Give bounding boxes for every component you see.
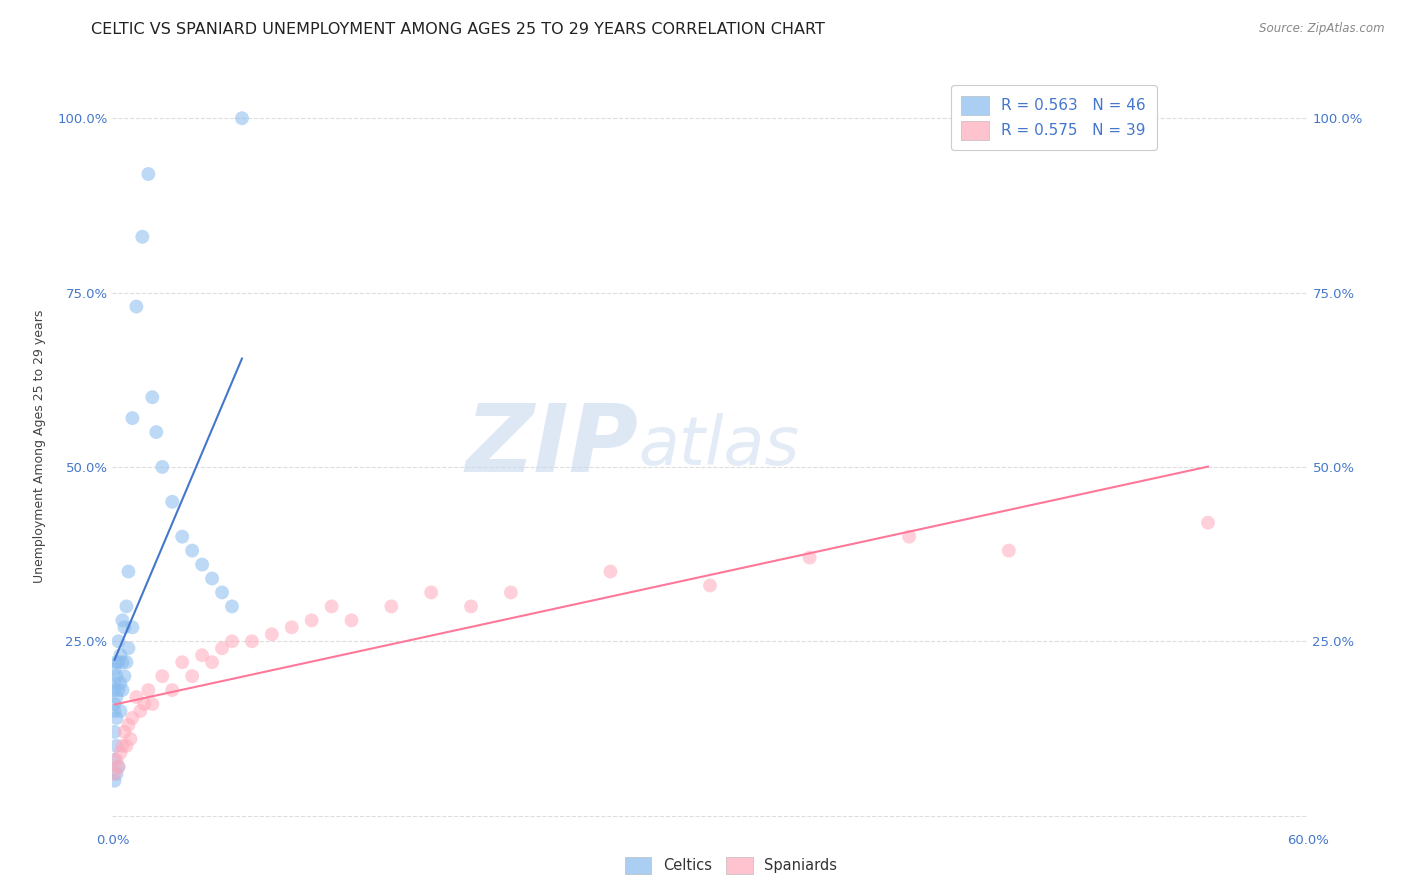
Point	[110, 648, 132, 663]
Point	[125, 300, 148, 314]
Point	[231, 112, 253, 126]
Point	[111, 683, 134, 698]
Legend: Celtics, Spaniards: Celtics, Spaniards	[619, 851, 844, 880]
Text: atlas: atlas	[638, 413, 800, 479]
Point	[898, 530, 921, 544]
Point	[301, 613, 323, 627]
Point	[138, 167, 160, 181]
Point	[998, 543, 1021, 558]
Point	[260, 627, 283, 641]
Point	[105, 669, 128, 683]
Point	[107, 683, 129, 698]
Point	[110, 676, 132, 690]
Point	[107, 655, 129, 669]
Point	[181, 543, 204, 558]
Point	[599, 565, 621, 579]
Point	[138, 683, 160, 698]
Text: ZIP: ZIP	[465, 400, 638, 492]
Point	[105, 711, 128, 725]
Point	[103, 753, 125, 767]
Point	[499, 585, 522, 599]
Point	[105, 655, 128, 669]
Point	[103, 697, 125, 711]
Point	[221, 599, 243, 614]
Point	[181, 669, 204, 683]
Point	[211, 641, 233, 656]
Point	[211, 585, 233, 599]
Point	[141, 390, 163, 404]
Point	[340, 613, 363, 627]
Point	[115, 739, 138, 753]
Point	[107, 760, 129, 774]
Point	[121, 711, 143, 725]
Point	[240, 634, 263, 648]
Point	[121, 620, 143, 634]
Point	[114, 669, 135, 683]
Point	[115, 599, 138, 614]
Point	[201, 655, 224, 669]
Point	[699, 578, 721, 592]
Point	[162, 683, 183, 698]
Point	[103, 773, 125, 788]
Point	[321, 599, 343, 614]
Point	[120, 731, 142, 746]
Point	[107, 634, 129, 648]
Point	[103, 725, 125, 739]
Point	[110, 704, 132, 718]
Point	[281, 620, 304, 634]
Point	[103, 704, 125, 718]
Point	[150, 669, 173, 683]
Point	[114, 725, 135, 739]
Point	[1197, 516, 1219, 530]
Point	[114, 620, 135, 634]
Point	[420, 585, 443, 599]
Point	[105, 690, 128, 704]
Text: CELTIC VS SPANIARD UNEMPLOYMENT AMONG AGES 25 TO 29 YEARS CORRELATION CHART: CELTIC VS SPANIARD UNEMPLOYMENT AMONG AG…	[91, 22, 825, 37]
Point	[111, 613, 134, 627]
Point	[131, 229, 153, 244]
Point	[105, 753, 128, 767]
Point	[145, 425, 167, 439]
Point	[134, 697, 156, 711]
Point	[111, 655, 134, 669]
Point	[125, 690, 148, 704]
Point	[172, 655, 194, 669]
Point	[129, 704, 152, 718]
Text: Source: ZipAtlas.com: Source: ZipAtlas.com	[1260, 22, 1385, 36]
Point	[117, 641, 139, 656]
Point	[110, 746, 132, 760]
Y-axis label: Unemployment Among Ages 25 to 29 years: Unemployment Among Ages 25 to 29 years	[34, 310, 46, 582]
Point	[799, 550, 821, 565]
Point	[105, 766, 128, 780]
Point	[191, 558, 214, 572]
Point	[162, 495, 183, 509]
Legend: R = 0.563   N = 46, R = 0.575   N = 39: R = 0.563 N = 46, R = 0.575 N = 39	[950, 86, 1157, 150]
Point	[460, 599, 482, 614]
Point	[380, 599, 402, 614]
Point	[117, 718, 139, 732]
Point	[221, 634, 243, 648]
Point	[103, 683, 125, 698]
Point	[191, 648, 214, 663]
Point	[107, 760, 129, 774]
Point	[121, 411, 143, 425]
Point	[117, 565, 139, 579]
Point	[201, 572, 224, 586]
Point	[115, 655, 138, 669]
Point	[150, 459, 173, 474]
Point	[141, 697, 163, 711]
Point	[103, 766, 125, 780]
Point	[105, 739, 128, 753]
Point	[103, 662, 125, 676]
Point	[111, 739, 134, 753]
Point	[103, 676, 125, 690]
Point	[172, 530, 194, 544]
